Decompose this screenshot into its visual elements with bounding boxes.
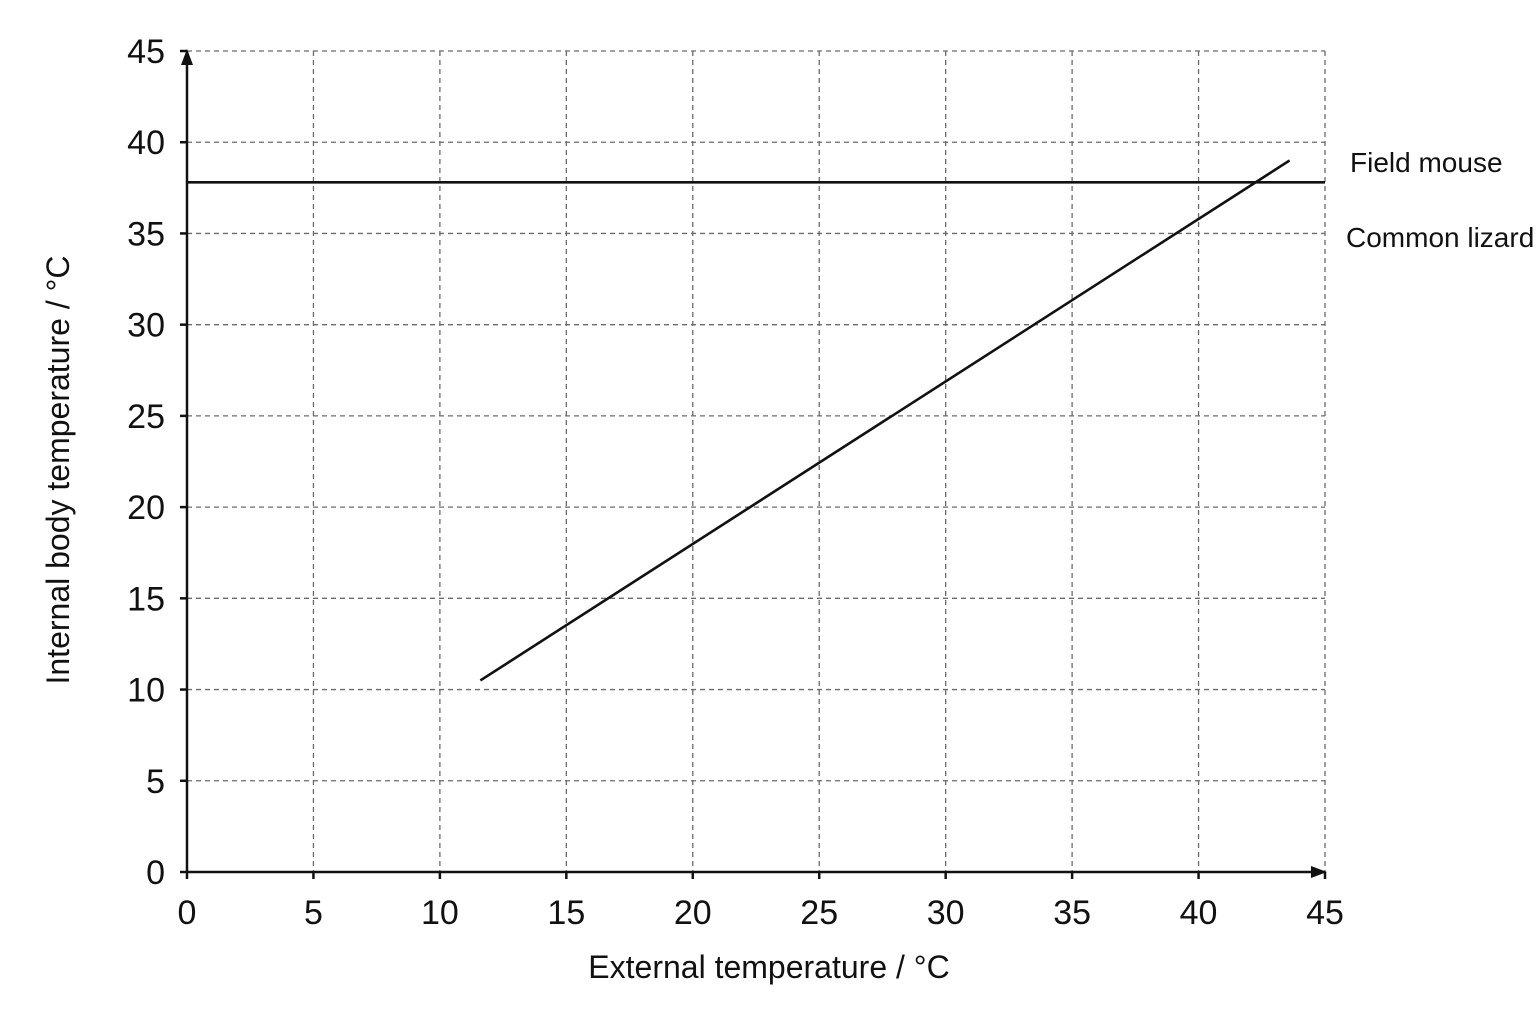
x-axis-arrow [1311,866,1327,878]
y-tick-label-0: 0 [146,854,165,892]
x-tick-label-6: 30 [927,894,965,932]
y-tick-label-2: 10 [127,672,165,710]
x-tick-label-3: 15 [547,894,585,932]
tick-labels: 0 5 10 15 20 25 30 35 40 45 0 5 10 15 20 25 30 35 40 45 [127,33,1344,932]
series-label-common-lizard: Common lizard [1346,222,1534,253]
x-axis-label: External temperature / °C [588,949,949,985]
x-tick-label-2: 10 [421,894,459,932]
y-tick-label-7: 35 [127,215,165,253]
y-tick-label-6: 30 [127,307,165,345]
y-tick-label-5: 25 [127,398,165,436]
x-tick-label-4: 20 [674,894,712,932]
series-lines [187,159,1325,682]
y-axis-label: Internal body temperature / °C [40,255,76,684]
x-tick-label-9: 45 [1306,894,1344,932]
series-label-field-mouse: Field mouse [1350,147,1503,178]
x-tick-label-1: 5 [304,894,323,932]
y-tick-label-8: 40 [127,124,165,162]
series-line-common-lizard [479,159,1291,682]
y-tick-label-9: 45 [127,33,165,71]
axes [181,49,1327,878]
x-tick-label-0: 0 [178,894,197,932]
y-axis-arrow [181,49,193,65]
y-tick-label-4: 20 [127,489,165,527]
y-tick-label-3: 15 [127,580,165,618]
x-tick-label-5: 25 [800,894,838,932]
x-tick-label-7: 35 [1053,894,1091,932]
x-tick-label-8: 40 [1180,894,1218,932]
y-tick-label-1: 5 [146,763,165,801]
grid [187,50,1326,872]
